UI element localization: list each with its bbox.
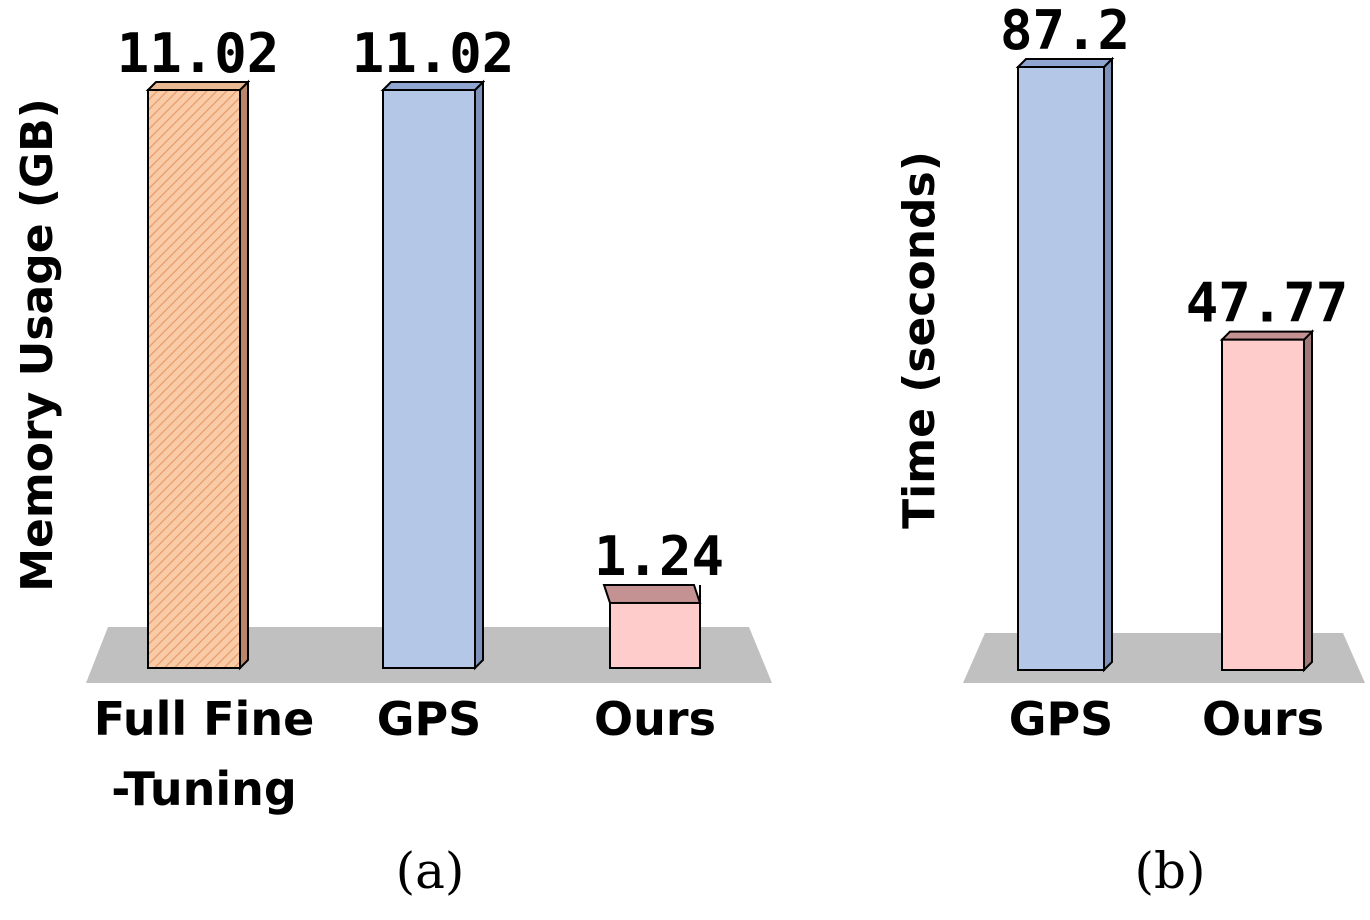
chart-b-panel-label: (b): [1134, 842, 1205, 900]
chart-b-value-label-ours: 47.77: [1186, 272, 1349, 335]
chart-b-bar-ours: [1219, 329, 1315, 673]
chart-a-category-label-gps: GPS: [377, 692, 482, 746]
chart-b-bar-gps-side: [1103, 56, 1113, 673]
chart-a-bar-full-side: [239, 79, 249, 671]
chart-a-bar-ours: [602, 583, 702, 670]
chart-b-category-label-gps: GPS: [1009, 692, 1114, 746]
chart-a-bar-gps: [380, 79, 486, 671]
chart-b-y-axis-label: Time (seconds): [894, 151, 945, 529]
chart-a-bar-ours-front: [609, 601, 701, 670]
chart-b-bars: 87.2 GPS 47.77 Ours: [1000, 0, 1348, 746]
chart-a-panel-label: (a): [396, 842, 465, 900]
chart-a-value-label-full: 11.02: [117, 22, 280, 85]
chart-a-category-label-full-line-2: -Tuning: [111, 762, 297, 816]
chart-a-value-label-gps: 11.02: [352, 22, 515, 85]
chart-a-bar-gps-side: [474, 79, 484, 671]
chart-a-bar-gps-front: [382, 89, 476, 669]
chart-a-value-label-ours: 1.24: [594, 525, 724, 588]
chart-b-bar-ours-front: [1221, 338, 1305, 671]
chart-a-category-label-ours: Ours: [594, 692, 716, 746]
chart-a-bar-full-front: [147, 89, 241, 669]
chart-a-y-axis-label: Memory Usage (GB): [12, 98, 63, 592]
chart-a-category-label-full-line-1: Full Fine: [94, 692, 315, 746]
chart-a-bars: 11.02 Full Fine -Tuning 11.02 GPS 1.24 Ours: [94, 22, 724, 816]
chart-b-category-label-ours: Ours: [1202, 692, 1324, 746]
chart-a-bar-full: [145, 79, 251, 671]
chart-b-time: Time (seconds) 87.2 GPS 47.77 Ours (b): [894, 0, 1365, 900]
chart-b-value-label-gps: 87.2: [1000, 0, 1130, 62]
chart-b-bar-gps-front: [1017, 66, 1105, 671]
chart-b-bar-gps: [1015, 56, 1115, 673]
chart-b-bar-ours-side: [1303, 329, 1313, 673]
